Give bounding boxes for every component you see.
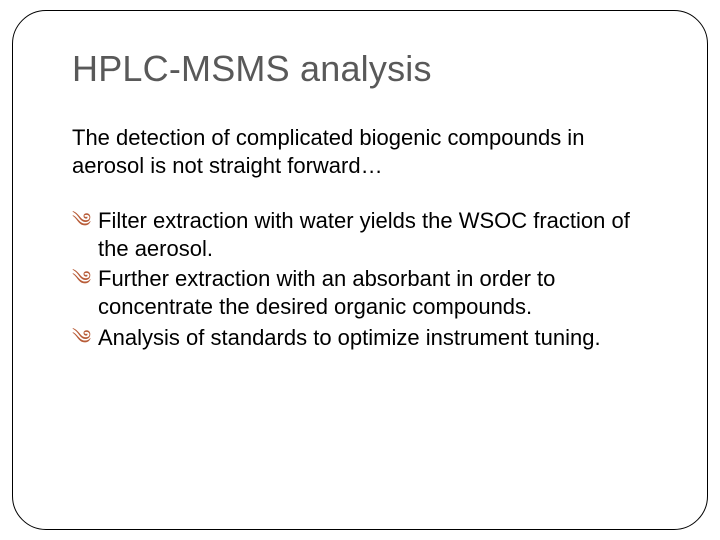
bullet-swirl-icon: ༄ bbox=[72, 267, 91, 293]
slide: HPLC-MSMS analysis The detection of comp… bbox=[0, 0, 720, 540]
bullet-text: Further extraction with an absorbant in … bbox=[98, 266, 555, 319]
list-item: ༄ Further extraction with an absorbant i… bbox=[72, 265, 656, 321]
list-item: ༄ Analysis of standards to optimize inst… bbox=[72, 324, 656, 352]
bullet-swirl-icon: ༄ bbox=[72, 209, 91, 235]
bullet-text: Filter extraction with water yields the … bbox=[98, 208, 630, 261]
list-item: ༄ Filter extraction with water yields th… bbox=[72, 207, 656, 263]
bullet-list: ༄ Filter extraction with water yields th… bbox=[72, 207, 656, 352]
bullet-swirl-icon: ༄ bbox=[72, 326, 91, 352]
slide-content: HPLC-MSMS analysis The detection of comp… bbox=[72, 48, 656, 354]
slide-intro-text: The detection of complicated biogenic co… bbox=[72, 124, 656, 179]
slide-title: HPLC-MSMS analysis bbox=[72, 48, 656, 90]
bullet-text: Analysis of standards to optimize instru… bbox=[98, 325, 601, 350]
